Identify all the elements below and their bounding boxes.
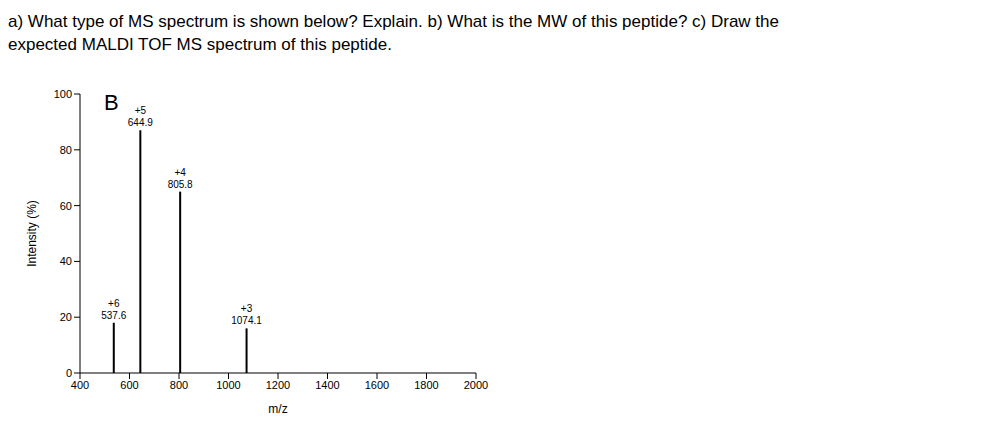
svg-text:805.8: 805.8 xyxy=(168,179,193,190)
svg-text:1400: 1400 xyxy=(315,379,339,391)
svg-text:537.6: 537.6 xyxy=(101,310,126,321)
svg-text:1000: 1000 xyxy=(216,379,240,391)
svg-text:100: 100 xyxy=(54,88,72,100)
svg-text:40: 40 xyxy=(60,255,72,267)
html-text:expected MALDI TOF MS spectrum: expected MALDI TOF MS spectrum of this p… xyxy=(8,35,392,54)
svg-text:80: 80 xyxy=(60,144,72,156)
svg-text:Intensity (%): Intensity (%) xyxy=(25,200,39,267)
svg-text:+4: +4 xyxy=(174,167,186,178)
svg-text:644.9: 644.9 xyxy=(128,117,153,128)
svg-text:+5: +5 xyxy=(135,105,147,116)
svg-text:60: 60 xyxy=(60,200,72,212)
svg-text:20: 20 xyxy=(60,311,72,323)
svg-text:+6: +6 xyxy=(108,298,120,309)
html-text:a) What type of MS spectrum is: a) What type of MS spectrum is shown bel… xyxy=(8,12,779,31)
svg-text:0: 0 xyxy=(66,367,72,379)
svg-text:1074.1: 1074.1 xyxy=(231,315,262,326)
html-text:B: B xyxy=(104,90,119,115)
svg-text:1200: 1200 xyxy=(266,379,290,391)
svg-text:1600: 1600 xyxy=(365,379,389,391)
svg-text:m/z: m/z xyxy=(268,402,287,416)
svg-text:600: 600 xyxy=(120,379,138,391)
svg-text:800: 800 xyxy=(170,379,188,391)
svg-text:400: 400 xyxy=(71,379,89,391)
svg-text:+3: +3 xyxy=(241,303,253,314)
svg-text:2000: 2000 xyxy=(464,379,488,391)
svg-text:1800: 1800 xyxy=(414,379,438,391)
